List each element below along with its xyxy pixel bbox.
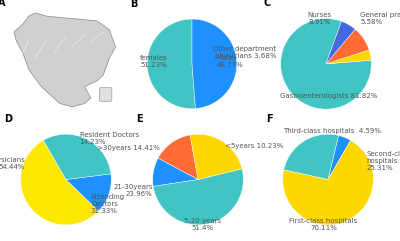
Wedge shape (66, 174, 111, 211)
Text: First-class hospitals
70.11%: First-class hospitals 70.11% (289, 218, 358, 231)
Wedge shape (326, 29, 369, 64)
Text: Males
48.77%: Males 48.77% (217, 55, 243, 68)
Wedge shape (153, 169, 243, 225)
Text: Nurses
8.91%: Nurses 8.91% (307, 12, 331, 25)
Text: 21-30years
23.96%: 21-30years 23.96% (113, 184, 153, 197)
Text: General practitioners
5.58%: General practitioners 5.58% (360, 12, 400, 25)
Text: Gastroenterologists 81.82%: Gastroenterologists 81.82% (280, 93, 377, 99)
Wedge shape (21, 140, 98, 225)
FancyBboxPatch shape (100, 88, 112, 101)
Wedge shape (158, 135, 198, 180)
Text: E: E (136, 114, 142, 124)
Text: <5years 10.23%: <5years 10.23% (225, 143, 284, 148)
Wedge shape (326, 50, 371, 64)
Text: Resident Doctors
14.23%: Resident Doctors 14.23% (80, 132, 139, 145)
Text: >30years 14.41%: >30years 14.41% (97, 145, 160, 151)
Text: Other department
physicians 3.68%: Other department physicians 3.68% (213, 46, 276, 59)
Wedge shape (43, 134, 111, 180)
Text: C: C (264, 0, 271, 8)
Text: Second-class
hospitals
25.31%: Second-class hospitals 25.31% (366, 151, 400, 171)
Wedge shape (284, 134, 338, 180)
Text: B: B (130, 0, 138, 9)
Wedge shape (192, 19, 237, 108)
Wedge shape (190, 134, 242, 180)
Text: D: D (4, 114, 12, 124)
Wedge shape (328, 135, 351, 180)
Text: F: F (266, 114, 272, 124)
Wedge shape (153, 158, 198, 186)
Wedge shape (283, 140, 373, 225)
Text: 5-20 years
51.4%: 5-20 years 51.4% (184, 218, 221, 231)
Text: Third-class hospitals  4.59%: Third-class hospitals 4.59% (284, 128, 382, 134)
Text: Attending
Doctors
31.33%: Attending Doctors 31.33% (91, 194, 125, 214)
Polygon shape (14, 13, 116, 107)
Text: Chief Physicians
54.44%: Chief Physicians 54.44% (0, 157, 25, 170)
Text: females
51.23%: females 51.23% (140, 55, 167, 68)
Text: A: A (0, 0, 5, 8)
Wedge shape (147, 19, 196, 109)
Wedge shape (281, 19, 371, 109)
Wedge shape (326, 21, 355, 64)
